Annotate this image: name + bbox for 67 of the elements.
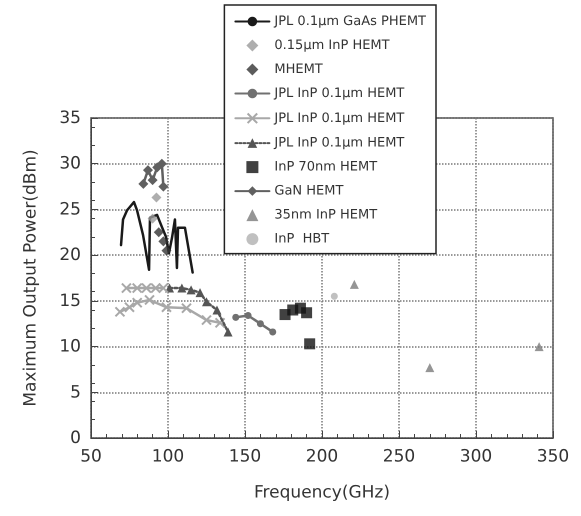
x-tick-label: 350 — [536, 446, 570, 466]
point — [132, 282, 143, 294]
x-axis-title: Frequency(GHz) — [254, 482, 390, 502]
point — [124, 302, 135, 313]
point — [151, 192, 162, 203]
point — [330, 292, 338, 300]
legend-label: JPL InP 0.1μm HEMT — [273, 110, 404, 126]
point — [148, 214, 158, 224]
y-tick-label: 25 — [59, 199, 81, 220]
x-tick-label: 250 — [382, 446, 416, 466]
legend-label: MHEMT — [274, 62, 323, 77]
point — [154, 227, 164, 238]
x-tick-label: 100 — [152, 446, 184, 466]
y-tick-label: 0 — [70, 428, 81, 448]
point — [158, 282, 169, 294]
point — [158, 236, 168, 246]
point — [150, 282, 162, 294]
point — [148, 175, 158, 186]
point — [201, 314, 212, 326]
point — [177, 284, 186, 293]
point — [196, 288, 205, 298]
x-tick-label: 300 — [460, 446, 492, 466]
point — [186, 285, 196, 294]
point — [156, 158, 167, 169]
point — [114, 306, 126, 318]
x-tick-label: 150 — [228, 446, 262, 466]
y-tick-label: 30 — [59, 154, 81, 174]
point — [304, 338, 316, 350]
legend-label: JPL InP 0.1μm HEMT — [273, 136, 404, 151]
point — [350, 280, 359, 289]
legend-label: InP HBT — [274, 232, 330, 247]
point — [232, 314, 240, 321]
point — [202, 297, 211, 306]
point — [244, 312, 252, 319]
legend-label: 35nm InP HEMT — [274, 208, 378, 223]
point — [120, 282, 132, 294]
point — [180, 302, 192, 314]
point — [160, 302, 172, 313]
point — [256, 320, 264, 328]
point — [301, 307, 312, 318]
point — [212, 306, 222, 314]
y-tick-label: 35 — [59, 108, 81, 128]
point — [269, 328, 276, 336]
point — [140, 282, 152, 294]
point — [425, 363, 434, 372]
point — [132, 297, 143, 308]
y-tick-label: 10 — [59, 336, 81, 357]
point — [144, 294, 156, 306]
point — [158, 182, 168, 192]
legend-label: JPL 0.1μm GaAs PHEMT — [273, 14, 426, 29]
line-series — [120, 200, 194, 274]
x-tick-label: 200 — [306, 446, 338, 466]
point — [161, 246, 172, 256]
point — [534, 342, 544, 352]
y-tick-label: 20 — [59, 245, 81, 266]
x-tick-label: 50 — [80, 446, 102, 466]
point — [214, 317, 226, 328]
legend-label: JPL InP 0.1μm HEMT — [273, 86, 404, 101]
legend-label: GaN HEMT — [274, 184, 344, 199]
y-axis-title: Maximum Output Power(dBm) — [20, 149, 40, 407]
point — [142, 165, 153, 176]
legend-label: InP 70nm HEMT — [274, 160, 378, 175]
y-tick-label: 15 — [59, 290, 81, 311]
y-tick-label: 5 — [70, 382, 81, 402]
point — [138, 178, 148, 189]
point — [224, 327, 233, 336]
legend-label: 0.15μm InP HEMT — [274, 38, 390, 53]
